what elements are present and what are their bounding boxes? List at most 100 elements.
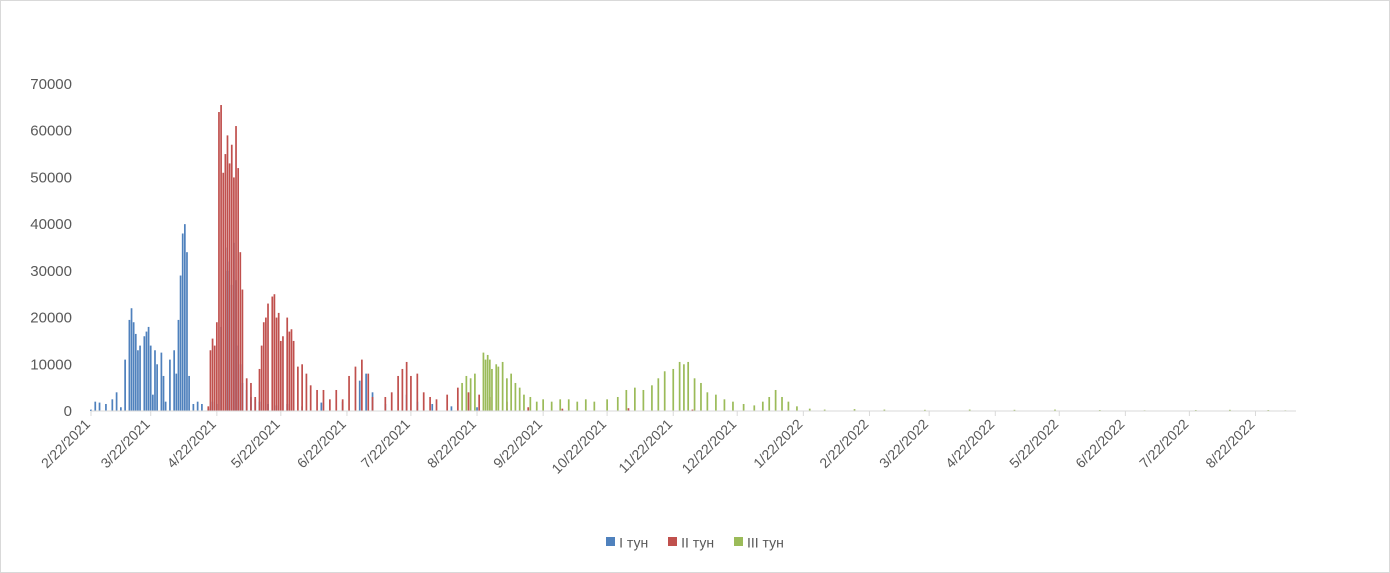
bar-series-2 [561,408,564,411]
x-tick-label: 4/22/2022 [942,416,998,472]
bar-series-1 [169,359,171,411]
bar-series-1 [358,380,361,411]
bar-series-2 [230,144,233,412]
x-tick-label: 7/22/2021 [358,416,414,472]
bar-series-1 [137,350,139,411]
bar-series-3 [924,409,926,411]
bar-series-3 [732,401,734,411]
bar-series-2 [422,392,425,411]
bar-series-2 [429,396,431,411]
x-tick-label: 4/22/2021 [164,416,220,472]
bar-series-2 [209,350,212,411]
bar-series-1 [179,275,182,411]
bar-series-1 [147,326,150,411]
x-tick-label: 1/22/2022 [750,416,806,472]
bar-series-2 [245,378,248,411]
bar-series-3 [808,408,811,411]
bar-series-1 [90,409,92,411]
bar-series-2 [410,375,412,411]
bar-series-2 [271,296,274,411]
bar-series-1 [196,401,199,411]
bar-series-3 [606,399,608,411]
bar-series-3 [542,399,544,411]
bar-series-1 [186,252,188,411]
bar-series-2 [275,317,278,411]
bar-series-2 [233,177,235,411]
bar-series-2 [228,163,231,411]
bar-series-2 [292,340,295,411]
bar-series-2 [262,322,265,411]
bar-series-2 [335,389,338,411]
bar-series-2 [220,105,222,412]
bar-series-3 [559,399,562,411]
x-tick-label: 7/22/2022 [1136,416,1192,472]
bar-series-3 [968,409,971,411]
bar-series-3 [576,401,579,411]
bar-series-1 [476,407,478,411]
bar-series-3 [823,409,826,411]
bar-series-2 [288,331,291,411]
bar-series-2 [435,399,438,411]
x-tick-label: 5/22/2021 [228,416,284,472]
bar-series-3 [761,401,764,411]
bar-series-2 [290,329,293,411]
bar-series-2 [250,382,252,411]
legend-swatch-series-3 [734,537,743,547]
bar-series-1 [149,345,152,411]
bar-series-1 [154,350,156,411]
bar-series-2 [527,407,530,411]
bar-series-1 [115,392,118,411]
bar-series-2 [260,345,263,411]
bar-series-2 [384,396,387,411]
bar-series-1 [156,364,158,411]
bar-series-1 [162,375,165,411]
bar-series-2 [211,338,214,411]
y-axis-labels: 0 10000 20000 30000 40000 50000 60000 70000 [30,76,72,420]
y-tick-label: 30000 [30,263,72,280]
bar-series-3 [753,405,756,411]
bar-series-1 [111,399,114,411]
bar-series-1 [175,373,178,411]
bar-series-2 [691,409,694,411]
bar-series-2 [235,126,237,411]
y-tick-label: 0 [64,403,72,420]
bar-series-2 [456,387,459,411]
x-tick-label: 3/22/2022 [876,416,932,472]
bar-series-1 [201,403,203,411]
bar-series-2 [215,322,218,411]
bar-series-3 [706,392,709,411]
bar-series-3 [616,396,619,411]
bar-series-3 [461,382,463,411]
bar-series-3 [488,359,491,411]
bar-series-1 [431,403,434,411]
y-tick-label: 70000 [30,76,72,93]
bar-series-3 [523,394,525,411]
bar-series-2 [446,394,449,411]
bar-series-3 [774,389,777,411]
x-tick-label: 9/22/2021 [490,416,546,472]
bar-series-3 [672,368,675,411]
y-tick-label: 50000 [30,169,72,186]
bar-series-3 [700,382,702,411]
bar-series-3 [883,409,886,411]
bar-series-3 [687,361,690,411]
bar-series-1 [192,403,195,411]
bar-series-1 [450,406,453,411]
bar-series-2 [354,366,357,411]
bar-series-2 [241,289,244,411]
x-tick-label: 8/22/2022 [1202,416,1258,472]
x-tick-label: 6/22/2022 [1072,416,1128,472]
bar-series-3 [796,406,798,411]
bar-series-2 [316,389,318,411]
x-tick-label: 6/22/2021 [294,416,350,472]
bar-series-2 [267,303,269,411]
bar-series-3 [1054,409,1056,411]
bar-series-3 [683,364,685,411]
bars [90,105,1287,412]
bar-series-2 [371,396,374,411]
legend-item-series-1: I тун [606,533,648,550]
bar-series-2 [341,399,344,411]
bar-series-2 [277,312,280,411]
bar-series-3 [535,401,538,411]
y-tick-label: 60000 [30,123,72,140]
